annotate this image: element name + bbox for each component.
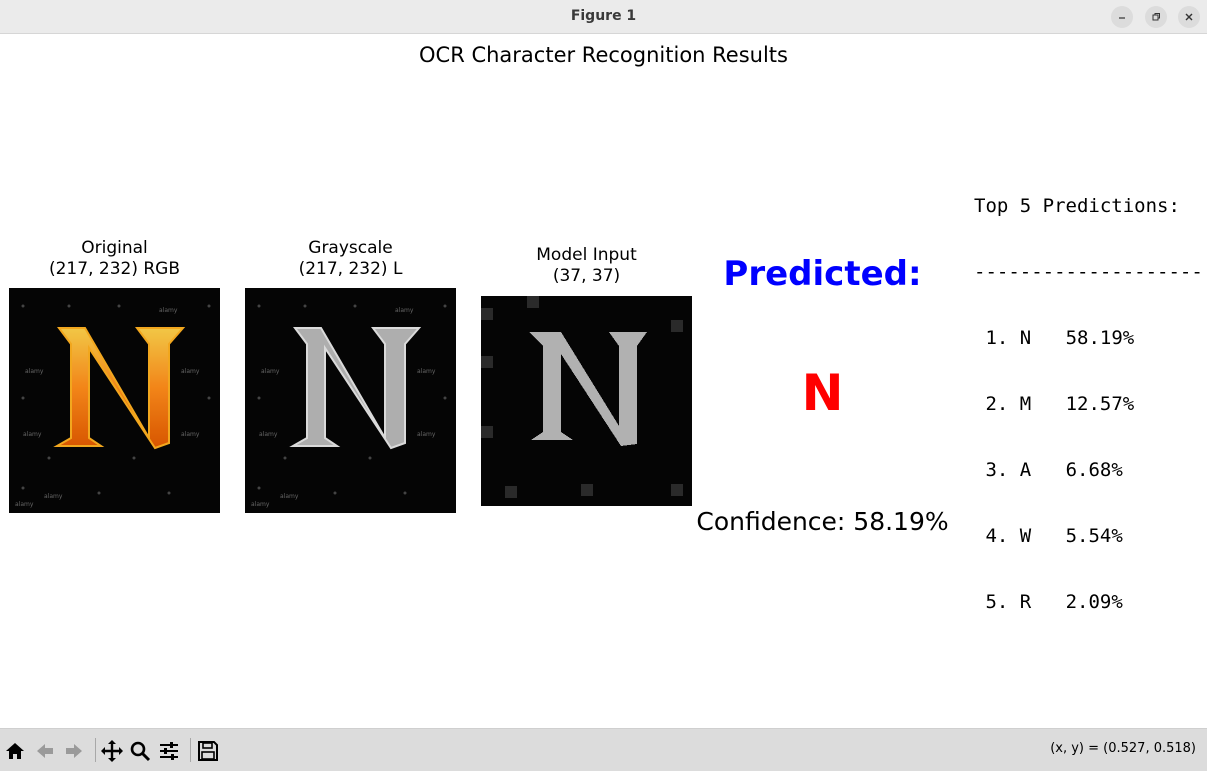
figure-canvas[interactable]: OCR Character Recognition Results Origin… [0,34,1207,728]
grayscale-title: Grayscale [308,238,393,258]
toolbar-separator [190,738,191,762]
predicted-character: N [801,364,844,422]
figure-title: OCR Character Recognition Results [419,43,788,67]
top5-row: 2. M 12.57% [985,393,1135,415]
gray-letter-n [289,327,422,450]
navigation-toolbar: (x, y) = (0.527, 0.518) [0,728,1207,771]
pan-button[interactable] [99,738,125,764]
forward-button[interactable] [61,738,87,764]
top5-predictions: Top 5 Predictions: -------------------- … [974,151,1203,657]
window-titlebar: Figure 1 [0,0,1207,34]
svg-text:alamy: alamy [15,501,34,508]
original-panel-title: Original (217, 232) RGB [9,238,220,280]
original-image: alamy alamy alamy alamy alamy alamy alamy [9,288,220,513]
svg-text:alamy: alamy [417,431,436,438]
fire-letter-n [53,327,186,450]
zoom-button[interactable] [127,738,153,764]
close-icon [1185,13,1193,21]
svg-text:alamy: alamy [261,368,280,375]
top5-header: Top 5 Predictions: [974,195,1180,217]
back-button[interactable] [32,738,58,764]
svg-text:alamy: alamy [251,501,270,508]
top5-row: 4. W 5.54% [985,525,1123,547]
top5-row: 5. R 2.09% [985,591,1123,613]
confidence-text: Confidence: 58.19% [696,507,949,536]
home-icon [6,743,24,759]
minimize-icon [1119,17,1125,19]
svg-text:alamy: alamy [280,493,299,500]
top5-divider: -------------------- [974,261,1203,283]
svg-text:alamy: alamy [159,307,178,314]
svg-text:alamy: alamy [25,368,44,375]
configure-subplots-button[interactable] [156,738,182,764]
grayscale-panel-title: Grayscale (217, 232) L [245,238,456,280]
model-input-subtitle: (37, 37) [552,266,621,286]
pixel-letter-n [529,332,647,446]
model-input-image [481,296,692,506]
svg-text:alamy: alamy [23,431,42,438]
save-button[interactable] [195,738,221,764]
model-input-panel-title: Model Input (37, 37) [481,245,692,287]
original-title: Original [81,238,148,258]
top5-row: 3. A 6.68% [985,459,1123,481]
svg-text:alamy: alamy [259,431,278,438]
maximize-icon [1152,13,1160,21]
top5-row: 1. N 58.19% [985,327,1135,349]
grayscale-subtitle: (217, 232) L [298,259,403,279]
cursor-coordinates: (x, y) = (0.527, 0.518) [1050,741,1196,756]
back-icon [37,744,53,758]
svg-text:alamy: alamy [395,307,414,314]
toolbar-separator [95,738,96,762]
predicted-label: Predicted: [723,254,922,294]
svg-text:alamy: alamy [181,368,200,375]
svg-text:alamy: alamy [44,493,63,500]
home-button[interactable] [2,738,28,764]
svg-text:alamy: alamy [181,431,200,438]
maximize-button[interactable] [1145,6,1167,28]
grayscale-image: alamy alamy alamy alamy alamy alamy alamy [245,288,456,513]
model-input-title: Model Input [536,245,637,265]
svg-text:alamy: alamy [417,368,436,375]
minimize-button[interactable] [1111,6,1133,28]
close-button[interactable] [1178,6,1200,28]
forward-icon [66,744,82,758]
zoom-icon [130,741,151,762]
configure-subplots-icon [160,742,178,760]
window-title: Figure 1 [570,8,637,24]
pan-icon [101,740,123,762]
save-icon [198,741,218,761]
original-subtitle: (217, 232) RGB [48,259,181,279]
